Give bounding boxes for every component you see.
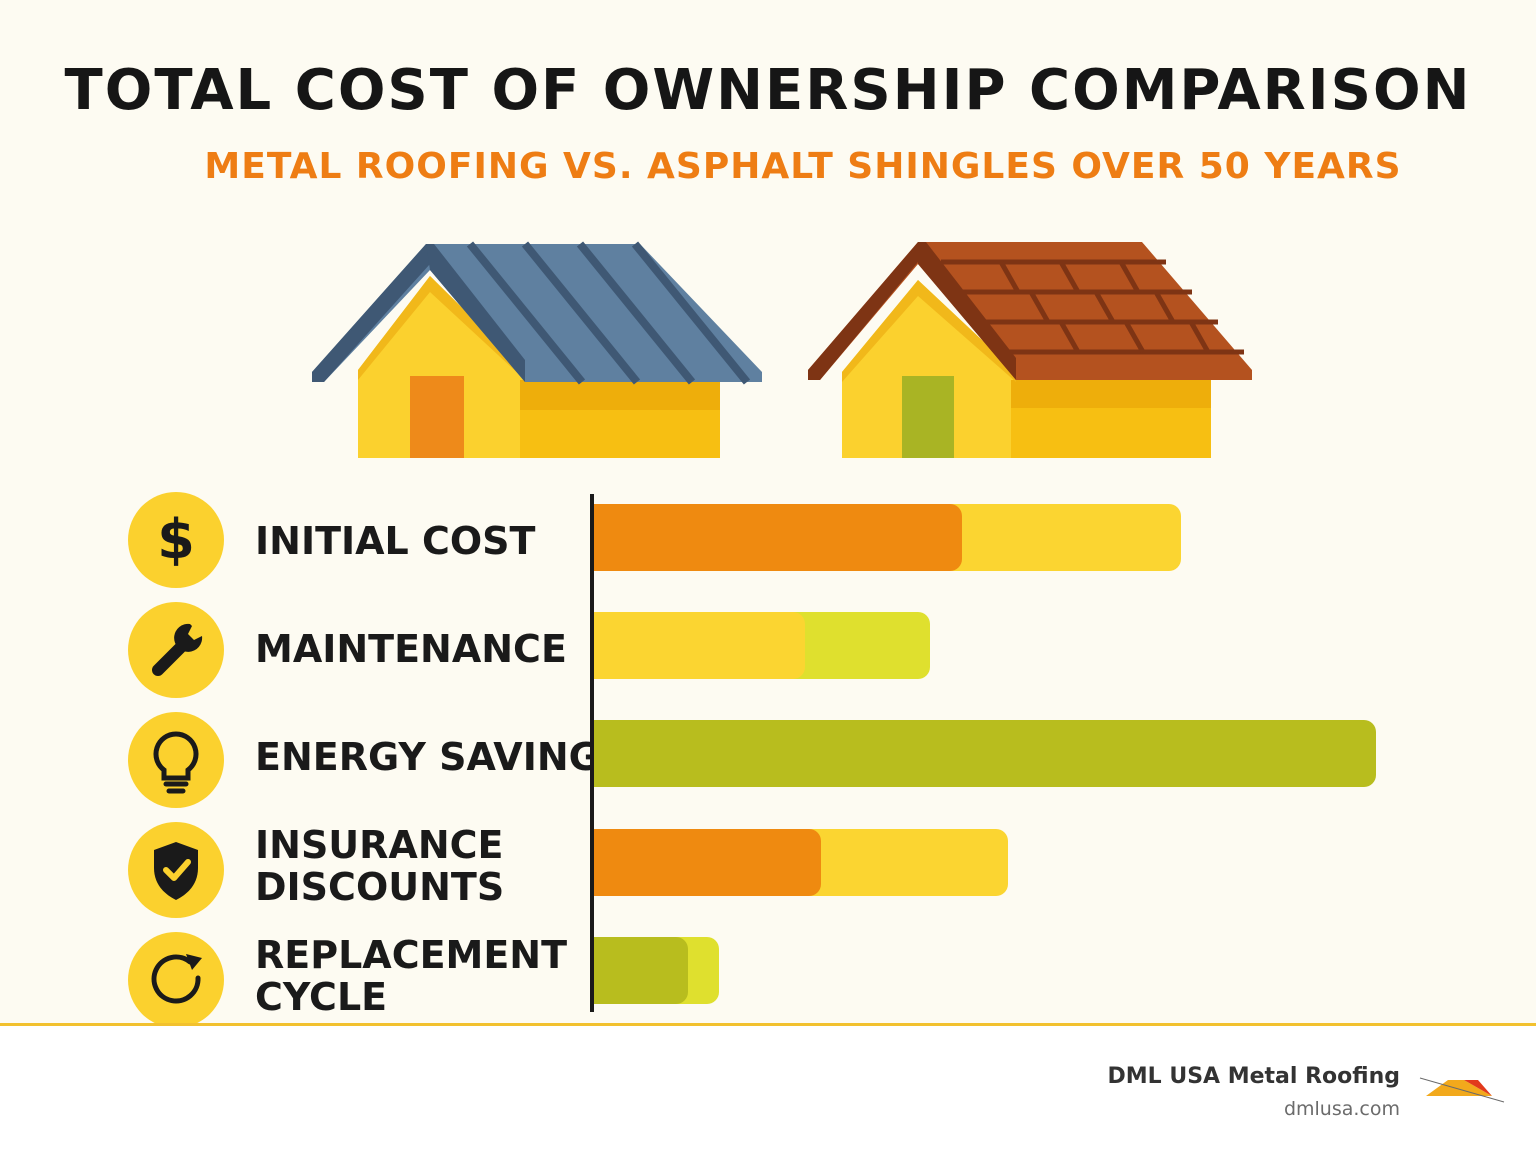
footer-divider <box>0 1023 1536 1026</box>
y-axis-line <box>590 494 594 1012</box>
row-label-maintenance: MAINTENANCE <box>255 627 567 671</box>
svg-text:$: $ <box>157 508 195 571</box>
dollar-icon: $ <box>128 492 224 588</box>
row-label-initial-cost: INITIAL COST <box>255 519 536 563</box>
lightbulb-icon <box>128 712 224 808</box>
brand-url: dmlusa.com <box>1283 1098 1400 1120</box>
bar-energy-savings-front <box>594 720 1376 787</box>
metal-roof-house-icon <box>312 241 762 458</box>
asphalt-roof-house-icon <box>808 242 1252 458</box>
bar-replacement-cycle-front <box>594 937 688 1004</box>
footer <box>0 1026 1536 1154</box>
chart-title: TOTAL COST OF OWNERSHIP COMPARISON <box>64 58 1472 123</box>
bar-initial-cost-front <box>594 504 962 571</box>
row-label-insurance-discounts: INSURANCE DISCOUNTS <box>255 823 505 909</box>
bar-insurance-discounts-front <box>594 829 821 896</box>
refresh-icon <box>128 932 224 1028</box>
bar-maintenance-front <box>594 612 805 679</box>
shield-check-icon <box>128 822 224 918</box>
wrench-icon <box>128 602 224 698</box>
dml-logo <box>1419 1077 1505 1103</box>
row-label-energy-savings: ENERGY SAVINGS <box>255 735 628 779</box>
brand-name: DML USA Metal Roofing <box>1107 1064 1401 1089</box>
row-label-replacement-cycle: REPLACEMENT CYCLE <box>255 933 568 1019</box>
chart-subtitle: METAL ROOFING VS. ASPHALT SHINGLES OVER … <box>204 146 1402 187</box>
